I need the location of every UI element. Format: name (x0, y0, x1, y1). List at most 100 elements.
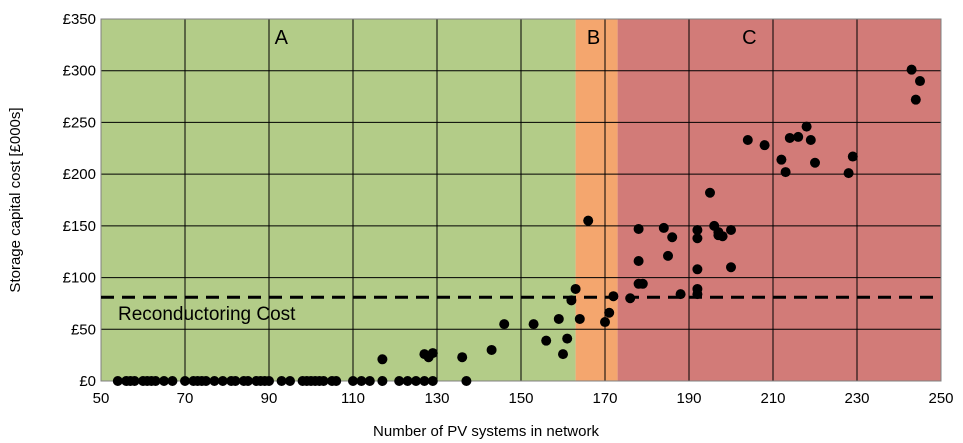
data-point (377, 376, 388, 386)
data-point (217, 376, 228, 386)
data-point (637, 278, 648, 289)
data-point (805, 135, 816, 146)
x-tick-label: 190 (676, 390, 701, 407)
data-point (583, 215, 594, 226)
data-point (910, 94, 921, 105)
data-point (167, 376, 178, 386)
data-point (742, 135, 753, 146)
data-point (570, 283, 581, 294)
data-point (528, 319, 539, 330)
data-point (574, 313, 585, 324)
data-point (180, 376, 190, 386)
data-point (558, 349, 568, 360)
x-axis-title: Number of PV systems in network (373, 423, 599, 440)
data-point (499, 319, 510, 330)
data-point (692, 224, 703, 235)
data-point (553, 313, 564, 324)
x-tick-label: 70 (177, 390, 194, 407)
data-point (461, 376, 472, 386)
data-point (658, 222, 669, 233)
data-point (633, 256, 644, 267)
data-point (692, 233, 703, 244)
y-axis-title: Storage capital cost [£000s] (7, 107, 24, 292)
data-point (159, 376, 169, 386)
data-point (150, 376, 161, 386)
y-tick-label: £50 (71, 321, 96, 338)
data-point (675, 289, 686, 300)
data-point (726, 224, 736, 235)
x-tick-label: 110 (341, 390, 365, 407)
data-point (264, 376, 274, 386)
data-point (726, 262, 736, 273)
x-tick-label: 90 (261, 390, 278, 407)
data-point (692, 283, 703, 294)
data-point (717, 231, 728, 242)
y-tick-label: £350 (63, 11, 96, 28)
data-point (230, 376, 241, 386)
data-points (112, 64, 925, 386)
data-point (759, 140, 770, 151)
y-tick-label: £100 (63, 270, 96, 287)
y-tick-label: £0 (79, 373, 96, 390)
region-label-b: B (587, 27, 600, 49)
data-point (633, 223, 644, 234)
data-point (276, 376, 287, 386)
reconductoring-cost-label: Reconductoring Cost (118, 304, 296, 325)
data-point (209, 376, 220, 386)
region-a (101, 19, 576, 381)
data-point (692, 264, 703, 275)
data-point (427, 348, 438, 359)
data-point (419, 376, 430, 386)
data-point (801, 121, 812, 132)
data-point (201, 376, 211, 386)
data-point (129, 376, 140, 386)
data-point (663, 250, 673, 261)
y-tick-label: £250 (63, 114, 96, 131)
x-tick-label: 250 (928, 390, 953, 407)
y-tick-label: £200 (63, 166, 96, 183)
data-point (705, 187, 715, 198)
data-point (600, 317, 610, 328)
data-point (285, 376, 295, 386)
data-point (843, 168, 854, 179)
data-point (784, 132, 795, 143)
data-point (793, 131, 804, 142)
data-point (604, 307, 615, 318)
plot-area-frame (100, 18, 942, 382)
data-point (486, 344, 497, 355)
data-point (810, 157, 820, 168)
y-tick-label: £300 (63, 63, 96, 80)
data-point (625, 293, 636, 304)
data-point (776, 154, 787, 165)
data-point (331, 376, 342, 386)
x-tick-label: 230 (844, 390, 869, 407)
data-point (915, 76, 925, 87)
data-point (364, 376, 375, 386)
region-label-a: A (275, 27, 289, 49)
x-tick-label: 150 (508, 390, 533, 407)
data-point (411, 376, 421, 386)
data-point (348, 376, 358, 386)
data-point (541, 335, 552, 346)
region-c (617, 19, 941, 381)
data-point (780, 167, 791, 178)
data-point (377, 354, 388, 365)
data-point (402, 376, 413, 386)
data-point (427, 376, 438, 386)
x-tick-label: 210 (760, 390, 785, 407)
data-point (243, 376, 253, 386)
cost-regions: A B C (101, 19, 941, 381)
data-point (667, 232, 678, 243)
x-tick-label: 130 (424, 390, 449, 407)
data-point (318, 376, 329, 386)
data-point (566, 295, 577, 306)
region-b (575, 19, 618, 381)
data-point (394, 376, 405, 386)
data-point (112, 376, 123, 386)
gridlines (101, 19, 941, 381)
x-tick-label: 50 (93, 390, 110, 407)
data-point (562, 333, 573, 344)
x-axis-tick-labels: 50 70 90 110 130 150 170 190 210 230 250 (93, 390, 954, 407)
data-point (906, 64, 917, 75)
